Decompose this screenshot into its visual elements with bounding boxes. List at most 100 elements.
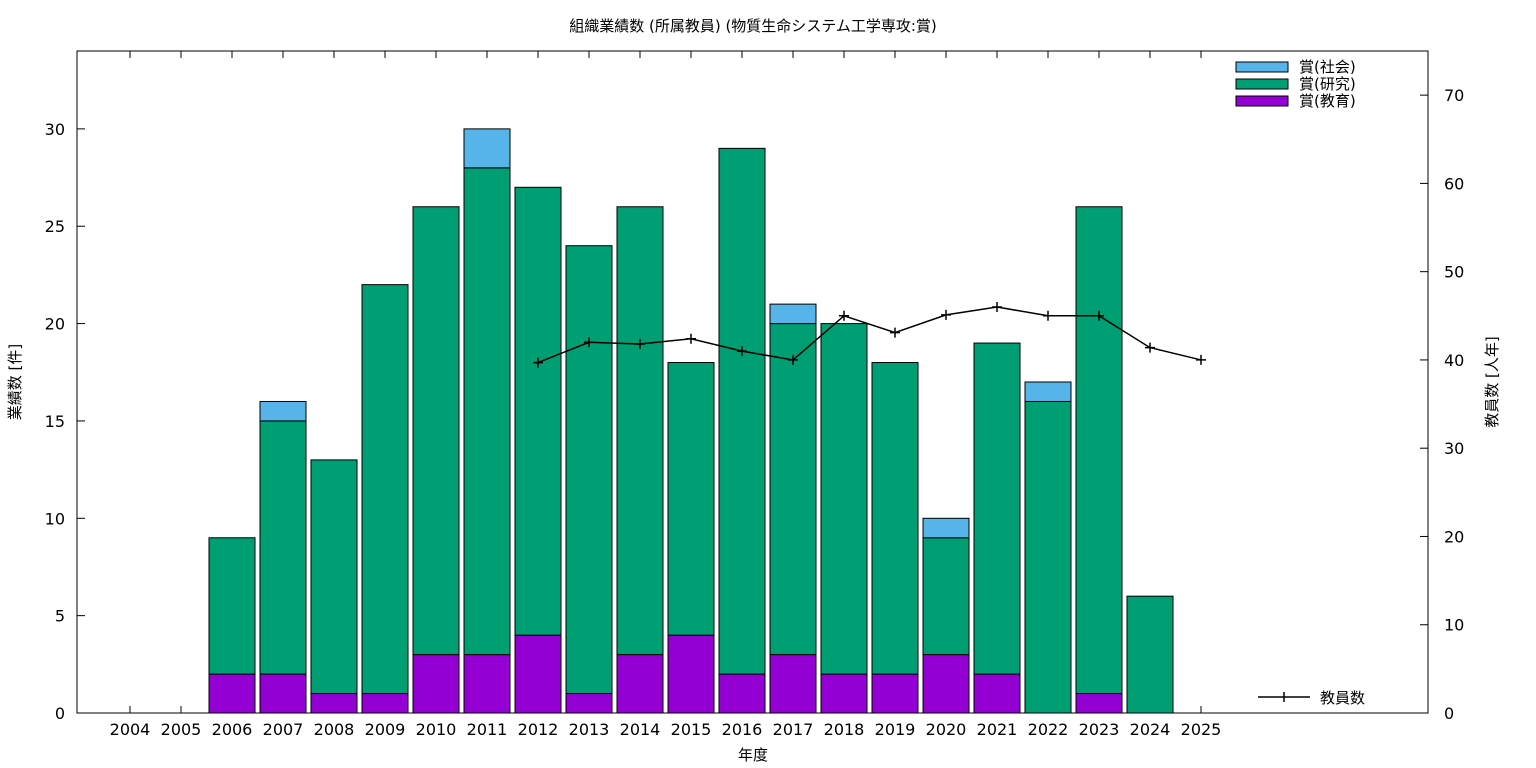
x-tick-label: 2018 [824,720,865,739]
y-tick-label: 20 [45,315,65,334]
bar-segment [514,634,562,714]
legend-swatch [1235,61,1289,73]
y2-tick-label: 60 [1444,174,1464,193]
line-point [992,301,1002,312]
bar-segment [361,284,409,695]
bar-segment [565,245,613,695]
bar-segment [769,654,817,714]
y-tick-label: 15 [45,412,65,431]
legend-line-label: 教員数 [1320,689,1365,707]
y2-tick-label: 70 [1444,86,1464,105]
line-point [533,357,543,368]
y-tick-label: 25 [45,217,65,236]
bar-segment [667,362,715,636]
x-tick-label: 2014 [620,720,661,739]
bar-segment [412,206,460,656]
bar-segment [718,147,766,675]
y2-tick-label: 10 [1444,616,1464,635]
bar-segment [514,186,562,636]
x-tick-label: 2021 [977,720,1018,739]
x-tick-label: 2009 [365,720,406,739]
bar-segment [259,400,307,422]
bar-segment [463,128,511,169]
bar-segment [1024,381,1072,402]
bar-segment [463,654,511,714]
x-tick-label: 2023 [1079,720,1120,739]
x-tick-label: 2024 [1130,720,1171,739]
y-tick-label: 10 [45,509,65,528]
bar-segment [871,673,919,714]
line-point [839,310,849,321]
legend-line-swatch [1258,692,1310,702]
bar-segment [1126,595,1174,714]
bar-segment [310,693,358,714]
bar-segment [820,323,868,675]
bar-segment [1024,400,1072,714]
bar-segment [259,673,307,714]
y2-tick-label: 20 [1444,527,1464,546]
legend-label: 賞(研究) [1299,75,1356,93]
y2-axis-label: 教員数 [人年] [1483,336,1501,427]
y2-tick-label: 50 [1444,263,1464,282]
teacher-count-line [533,301,1206,368]
y-tick-label: 30 [45,120,65,139]
y-tick-label: 0 [55,704,65,723]
bar-segment [565,693,613,714]
x-tick-label: 2015 [671,720,712,739]
y2-tick-label: 40 [1444,351,1464,370]
legend-label: 賞(教育) [1299,92,1356,110]
x-tick-label: 2007 [263,720,304,739]
legend-label: 賞(社会) [1299,58,1356,76]
bar-segment [973,342,1021,675]
y2-tick-label: 30 [1444,439,1464,458]
x-tick-label: 2006 [212,720,253,739]
x-tick-label: 2022 [1028,720,1069,739]
bar-segment [922,537,970,656]
x-tick-label: 2005 [161,720,202,739]
x-tick-label: 2016 [722,720,763,739]
bar-segment [922,654,970,714]
bar-segment [1075,693,1123,714]
line-point [635,339,645,350]
bar-segment [718,673,766,714]
x-tick-label: 2011 [467,720,508,739]
chart-title: 組織業績数 (所属教員) (物質生命システム工学専攻:賞) [569,17,937,35]
line-point [1196,354,1206,365]
bars [208,128,1174,714]
bar-segment [820,673,868,714]
x-axis-label: 年度 [738,746,768,764]
y-axis-left: 0 5 10 15 20 25 30 [45,120,85,723]
x-axis: 2004 2005 2006 2007 2008 2009 2010 2011 2012 2013… [110,51,1222,739]
line-series-path [537,306,1202,364]
bar-segment [310,459,358,695]
y-tick-label: 5 [55,607,65,626]
line-point [788,354,798,365]
line-point [941,309,951,320]
bar-segment [412,654,460,714]
bar-segment [208,537,256,675]
line-point [1145,342,1155,353]
y-axis-label: 業績数 [件] [6,344,24,420]
y-axis-right: 0 10 20 30 40 50 60 70 [1420,86,1464,723]
legend-swatch [1235,78,1289,90]
bar-segment [1075,206,1123,695]
x-tick-label: 2017 [773,720,814,739]
bar-segment [769,303,817,325]
line-point [584,337,594,348]
bar-segment [259,420,307,675]
y2-tick-label: 0 [1444,704,1454,723]
bar-segment [463,167,511,656]
bar-segment [667,634,715,714]
line-point [1094,310,1104,321]
x-tick-label: 2020 [926,720,967,739]
bar-segment [208,673,256,714]
x-tick-label: 2008 [314,720,355,739]
x-tick-label: 2019 [875,720,916,739]
line-point [1043,310,1053,321]
legend: 賞(社会)賞(研究)賞(教育) 教員数 [1235,58,1365,707]
bar-segment [616,654,664,714]
x-tick-label: 2012 [518,720,559,739]
legend-swatch [1235,95,1289,107]
bar-segment [616,206,664,656]
x-tick-label: 2025 [1181,720,1222,739]
